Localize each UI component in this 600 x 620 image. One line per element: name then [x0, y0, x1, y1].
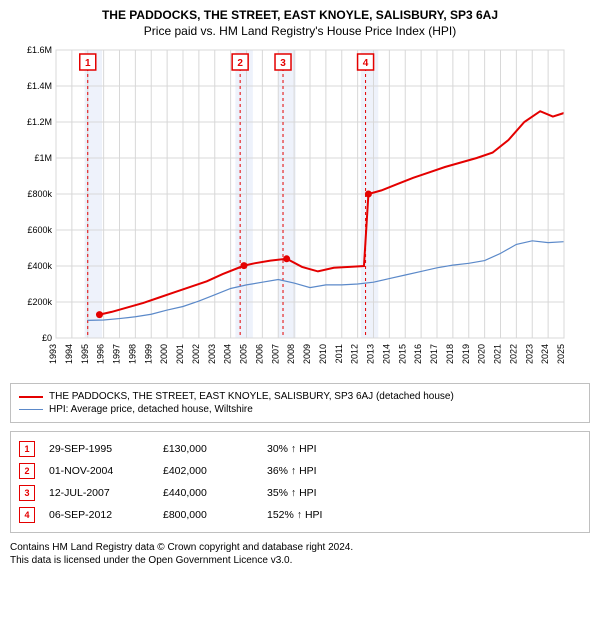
svg-text:2007: 2007 [270, 344, 280, 364]
svg-text:2010: 2010 [318, 344, 328, 364]
svg-text:2018: 2018 [445, 344, 455, 364]
svg-text:2004: 2004 [223, 344, 233, 364]
svg-text:£1.6M: £1.6M [27, 45, 52, 55]
svg-text:1998: 1998 [127, 344, 137, 364]
svg-text:2000: 2000 [159, 344, 169, 364]
sale-price: £130,000 [163, 443, 253, 455]
svg-text:£200k: £200k [27, 297, 52, 307]
svg-text:4: 4 [363, 58, 369, 69]
svg-text:2001: 2001 [175, 344, 185, 364]
svg-text:2005: 2005 [239, 344, 249, 364]
table-row: 2 01-NOV-2004 £402,000 36% ↑ HPI [19, 460, 581, 482]
sale-hpi: 35% ↑ HPI [267, 487, 357, 499]
svg-text:2025: 2025 [556, 344, 566, 364]
svg-text:2015: 2015 [397, 344, 407, 364]
table-row: 3 12-JUL-2007 £440,000 35% ↑ HPI [19, 482, 581, 504]
svg-text:2014: 2014 [381, 344, 391, 364]
svg-text:3: 3 [280, 58, 286, 69]
svg-text:2012: 2012 [350, 344, 360, 364]
svg-text:1996: 1996 [96, 344, 106, 364]
svg-text:2016: 2016 [413, 344, 423, 364]
svg-text:£0: £0 [42, 333, 52, 343]
svg-text:2: 2 [237, 58, 243, 69]
sale-price: £402,000 [163, 465, 253, 477]
svg-text:2013: 2013 [366, 344, 376, 364]
legend-swatch [19, 396, 43, 398]
footer-line1: Contains HM Land Registry data © Crown c… [10, 541, 590, 554]
table-row: 1 29-SEP-1995 £130,000 30% ↑ HPI [19, 438, 581, 460]
footer: Contains HM Land Registry data © Crown c… [10, 541, 590, 567]
sales-table: 1 29-SEP-1995 £130,000 30% ↑ HPI 2 01-NOV-200… [10, 431, 590, 533]
svg-text:2006: 2006 [254, 344, 264, 364]
svg-text:2011: 2011 [334, 344, 344, 363]
svg-text:2019: 2019 [461, 344, 471, 364]
price-chart: £0 £200k £400k £600k £800k £1M £1.2M £1.4M £1.6M… [10, 44, 570, 374]
svg-text:1: 1 [85, 58, 91, 69]
page-title: THE PADDOCKS, THE STREET, EAST KNOYLE, S… [10, 8, 590, 22]
svg-text:2017: 2017 [429, 344, 439, 364]
svg-text:2009: 2009 [302, 344, 312, 364]
svg-text:£400k: £400k [27, 261, 52, 271]
svg-text:£600k: £600k [27, 225, 52, 235]
legend-swatch [19, 409, 43, 410]
svg-text:£1.2M: £1.2M [27, 117, 52, 127]
table-row: 4 06-SEP-2012 £800,000 152% ↑ HPI [19, 504, 581, 526]
svg-text:2008: 2008 [286, 344, 296, 364]
sale-hpi: 36% ↑ HPI [267, 465, 357, 477]
sale-price: £800,000 [163, 509, 253, 521]
sale-date: 01-NOV-2004 [49, 465, 149, 477]
svg-text:2023: 2023 [524, 344, 534, 364]
svg-text:2022: 2022 [508, 344, 518, 364]
sale-badge: 4 [19, 507, 35, 523]
svg-text:2002: 2002 [191, 344, 201, 364]
sale-date: 06-SEP-2012 [49, 509, 149, 521]
sale-date: 12-JUL-2007 [49, 487, 149, 499]
sale-hpi: 152% ↑ HPI [267, 509, 357, 521]
sale-hpi: 30% ↑ HPI [267, 443, 357, 455]
sale-badge: 1 [19, 441, 35, 457]
svg-text:2024: 2024 [540, 344, 550, 364]
legend: THE PADDOCKS, THE STREET, EAST KNOYLE, S… [10, 383, 590, 423]
svg-text:2021: 2021 [493, 344, 503, 364]
footer-line2: This data is licensed under the Open Gov… [10, 554, 590, 567]
sale-price: £440,000 [163, 487, 253, 499]
svg-text:£800k: £800k [27, 189, 52, 199]
sale-badge: 3 [19, 485, 35, 501]
svg-text:£1.4M: £1.4M [27, 81, 52, 91]
svg-text:1995: 1995 [80, 344, 90, 364]
legend-item: HPI: Average price, detached house, Wilt… [19, 403, 581, 416]
svg-text:2003: 2003 [207, 344, 217, 364]
svg-text:1999: 1999 [143, 344, 153, 364]
svg-text:2020: 2020 [477, 344, 487, 364]
svg-text:1993: 1993 [48, 344, 58, 364]
sale-date: 29-SEP-1995 [49, 443, 149, 455]
legend-label: THE PADDOCKS, THE STREET, EAST KNOYLE, S… [49, 391, 454, 402]
legend-label: HPI: Average price, detached house, Wilt… [49, 404, 253, 415]
svg-text:1994: 1994 [64, 344, 74, 364]
sale-badge: 2 [19, 463, 35, 479]
svg-text:£1M: £1M [34, 153, 52, 163]
svg-text:1997: 1997 [112, 344, 122, 364]
page-subtitle: Price paid vs. HM Land Registry's House … [10, 24, 590, 38]
legend-item: THE PADDOCKS, THE STREET, EAST KNOYLE, S… [19, 390, 581, 403]
